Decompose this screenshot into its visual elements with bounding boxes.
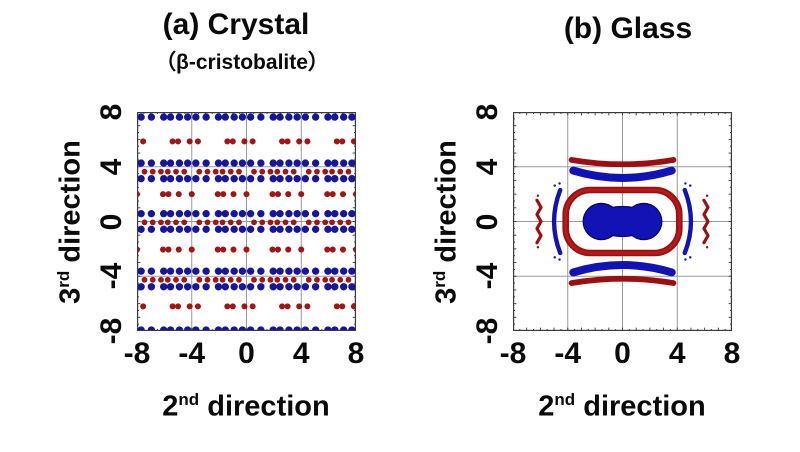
panel-a-x-axis-label: 2nd direction bbox=[116, 390, 376, 424]
y-tick-label--8: -8 bbox=[95, 317, 128, 345]
y-tick-label--4: -4 bbox=[471, 262, 504, 290]
panel-b-y-axis-label: 3rd direction bbox=[430, 102, 466, 342]
panel-a-subtitle: （β-cristobalite） bbox=[155, 51, 329, 74]
panel-b-title: (b) Glass bbox=[563, 12, 693, 45]
y-tick-label--8: -8 bbox=[471, 317, 504, 345]
panel-b-plot-area bbox=[513, 112, 732, 331]
crystal-dots bbox=[138, 113, 355, 330]
x-tick-label--4: -4 bbox=[554, 337, 582, 370]
panel-b-xlabel-num: 2 bbox=[538, 390, 555, 423]
panel-a-ylabel-word: direction bbox=[54, 140, 87, 263]
y-tick-label-0: 0 bbox=[471, 213, 504, 230]
x-tick-label--8: -8 bbox=[499, 337, 527, 370]
x-tick-label-8: 8 bbox=[723, 337, 741, 370]
panel-b-ylabel-num: 3 bbox=[430, 287, 463, 304]
x-tick-label-8: 8 bbox=[347, 337, 365, 370]
x-tick-label-4: 4 bbox=[668, 337, 686, 370]
panel-b-x-axis-label: 2nd direction bbox=[492, 390, 752, 424]
x-tick-label-0: 0 bbox=[614, 337, 631, 370]
plot-border bbox=[513, 112, 732, 331]
panel-a-ylabel-num: 3 bbox=[54, 287, 87, 304]
y-tick-label-4: 4 bbox=[471, 158, 504, 176]
y-tick-label-8: 8 bbox=[95, 103, 128, 121]
y-tick-label-0: 0 bbox=[95, 213, 128, 230]
panel-b-xlabel-word: direction bbox=[583, 390, 706, 423]
panel-a-xlabel-sup: nd bbox=[178, 390, 200, 409]
panel-a-ylabel-sup: rd bbox=[54, 270, 73, 288]
panel-a-y-axis-label: 3rd direction bbox=[54, 102, 90, 342]
panel-a-title: (a) Crystal bbox=[162, 8, 310, 41]
y-tick-label--4: -4 bbox=[95, 262, 128, 290]
panel-a-xlabel-word: direction bbox=[207, 390, 330, 423]
plot-border bbox=[137, 112, 356, 331]
x-tick-label-4: 4 bbox=[292, 337, 310, 370]
x-tick-label--8: -8 bbox=[123, 337, 151, 370]
x-tick-label--4: -4 bbox=[178, 337, 206, 370]
panel-b-ylabel-word: direction bbox=[430, 140, 463, 263]
glass-shapes bbox=[535, 157, 710, 286]
panel-a-xlabel-num: 2 bbox=[162, 390, 179, 423]
y-tick-label-4: 4 bbox=[95, 158, 128, 176]
y-tick-label-8: 8 bbox=[471, 103, 504, 121]
x-tick-label-0: 0 bbox=[238, 337, 255, 370]
panel-b-xlabel-sup: nd bbox=[554, 390, 576, 409]
panel-b-ylabel-sup: rd bbox=[430, 270, 449, 288]
panel-a-plot-area bbox=[137, 112, 356, 331]
